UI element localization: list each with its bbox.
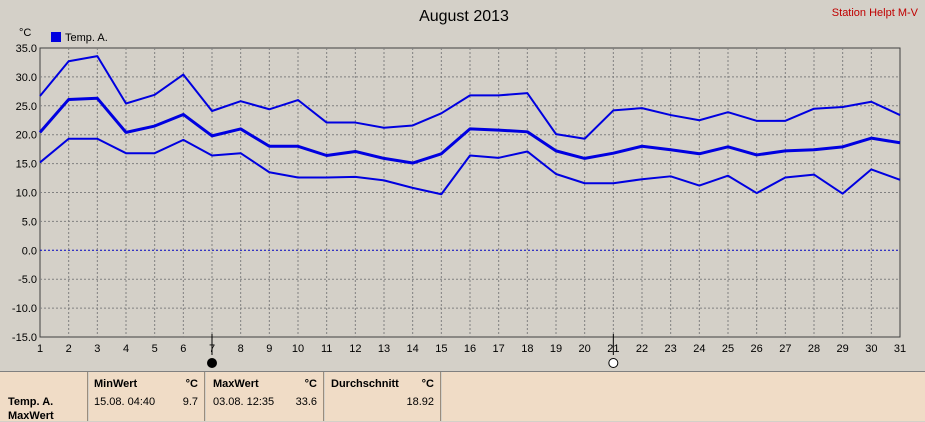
- x-tick-label: 30: [865, 343, 877, 355]
- y-tick-label: 25.0: [16, 101, 37, 113]
- max-time: 03.08. 12:35: [213, 396, 275, 408]
- min-time: 15.08. 04:40: [94, 396, 156, 408]
- stats-avg-panel: Durchschnitt °C 18.92: [325, 372, 441, 421]
- y-axis-unit: °C: [19, 27, 31, 39]
- y-tick-label: -10.0: [12, 303, 37, 315]
- max-unit: °C: [304, 378, 317, 390]
- avg-header: Durchschnitt: [331, 378, 399, 390]
- series-line-mean: [38, 96, 901, 165]
- x-tick-label: 23: [665, 343, 677, 355]
- y-tick-label: 15.0: [16, 159, 37, 171]
- stats-max-panel: MaxWert °C 03.08. 12:35 33.6: [206, 372, 324, 421]
- y-tick-label: -5.0: [18, 274, 37, 286]
- station-name: Station Helpt M-V: [832, 7, 919, 19]
- stats-min-panel: MinWert °C 15.08. 04:40 9.7: [89, 372, 205, 421]
- x-tick-label: 20: [579, 343, 591, 355]
- x-tick-label: 22: [636, 343, 648, 355]
- avg-unit: °C: [421, 378, 434, 390]
- x-tick-label: 15: [435, 343, 447, 355]
- x-tick-label: 12: [349, 343, 361, 355]
- x-tick-label: 2: [66, 343, 72, 355]
- x-tick-label: 6: [180, 343, 186, 355]
- x-tick-label: 11: [321, 343, 332, 355]
- x-tick-label: 5: [152, 343, 158, 355]
- x-tick-label: 9: [266, 343, 272, 355]
- y-tick-label: 20.0: [16, 130, 37, 142]
- y-tick-label: 10.0: [16, 188, 37, 200]
- x-tick-label: 10: [292, 343, 304, 355]
- x-tick-label: 28: [808, 343, 820, 355]
- y-tick-label: 30.0: [16, 72, 37, 84]
- y-tick-label: -15.0: [12, 332, 37, 344]
- marker-filled: [207, 358, 217, 368]
- min-header: MinWert: [94, 378, 138, 390]
- x-tick-label: 24: [693, 343, 705, 355]
- max-value: 33.6: [295, 396, 317, 408]
- x-tick-label: 8: [238, 343, 244, 355]
- y-tick-label: 5.0: [22, 216, 37, 228]
- x-tick-label: 27: [779, 343, 791, 355]
- min-unit: °C: [185, 378, 198, 390]
- stats-sensor-name: Temp. A.: [8, 396, 54, 408]
- marker-open: [608, 358, 619, 368]
- x-tick-label: 3: [94, 343, 100, 355]
- x-tick-label: 18: [521, 343, 533, 355]
- min-value: 9.7: [182, 396, 198, 408]
- chart-title: August 2013: [419, 8, 509, 25]
- legend-label: Temp. A.: [65, 32, 108, 44]
- legend-swatch: [51, 32, 61, 42]
- temperature-chart: August 2013 Station Helpt M-V °C Temp. A…: [12, 7, 919, 368]
- avg-value: 18.92: [406, 396, 434, 408]
- x-tick-label: 29: [837, 343, 849, 355]
- y-tick-label: 0.0: [22, 245, 37, 257]
- stats-empty-panel: [442, 372, 925, 421]
- x-tick-label: 19: [550, 343, 562, 355]
- max-header: MaxWert: [213, 378, 259, 390]
- x-tick-label: 26: [751, 343, 763, 355]
- x-tick-label: 14: [407, 343, 419, 355]
- y-tick-label: 35.0: [16, 43, 37, 55]
- x-tick-label: 17: [493, 343, 505, 355]
- stats-sensor-panel: Temp. A. MaxWert: [0, 372, 88, 422]
- x-tick-label: 16: [464, 343, 476, 355]
- x-tick-label: 13: [378, 343, 390, 355]
- series-line-min: [39, 137, 901, 196]
- x-tick-label: 31: [894, 343, 906, 355]
- x-tick-label: 4: [123, 343, 129, 355]
- x-tick-label: 1: [37, 343, 43, 355]
- x-tick-label: 25: [722, 343, 734, 355]
- statistics-bar: Temp. A. MaxWert MinWert °C 15.08. 04:40…: [0, 371, 925, 422]
- stats-sensor-name2: MaxWert: [8, 410, 54, 422]
- series-line-max: [39, 55, 901, 140]
